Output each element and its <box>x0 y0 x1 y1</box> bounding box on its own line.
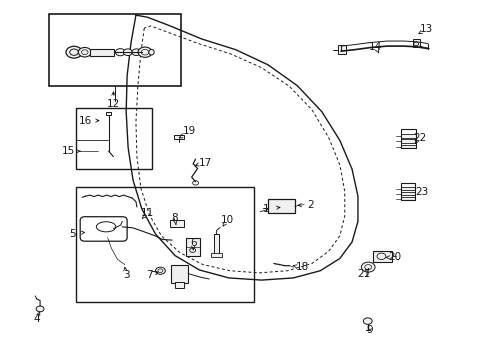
Circle shape <box>363 318 371 324</box>
Bar <box>400 183 414 200</box>
Text: 16: 16 <box>79 116 92 126</box>
Bar <box>400 197 414 200</box>
Bar <box>171 265 188 283</box>
Text: 21: 21 <box>357 269 370 279</box>
Bar <box>338 45 346 54</box>
Bar <box>185 238 199 256</box>
Text: 20: 20 <box>388 252 401 262</box>
Text: 11: 11 <box>141 208 154 218</box>
Bar <box>400 187 414 190</box>
Circle shape <box>376 253 385 260</box>
Bar <box>400 145 415 148</box>
Bar <box>105 112 111 115</box>
Text: 22: 22 <box>412 132 426 143</box>
Text: 18: 18 <box>295 262 308 272</box>
Bar <box>76 108 151 169</box>
Text: 14: 14 <box>368 42 382 52</box>
Text: 8: 8 <box>171 213 178 223</box>
Ellipse shape <box>148 49 154 55</box>
Bar <box>175 282 183 288</box>
Text: 13: 13 <box>419 24 432 34</box>
Bar <box>49 14 181 86</box>
Circle shape <box>36 306 44 312</box>
Bar <box>90 49 114 56</box>
Circle shape <box>132 49 141 55</box>
Circle shape <box>123 49 132 55</box>
Circle shape <box>70 49 78 55</box>
Text: 7: 7 <box>145 270 152 280</box>
Circle shape <box>189 248 195 252</box>
Text: 15: 15 <box>61 146 75 156</box>
Text: 17: 17 <box>198 158 212 168</box>
Bar <box>170 220 183 227</box>
Text: 3: 3 <box>122 270 129 280</box>
Circle shape <box>361 262 374 272</box>
Bar <box>76 187 254 302</box>
Text: 23: 23 <box>414 186 427 197</box>
Bar <box>211 253 222 257</box>
Bar <box>267 199 294 213</box>
Circle shape <box>78 48 91 57</box>
Text: 6: 6 <box>189 238 196 248</box>
Text: 4: 4 <box>33 314 40 324</box>
Text: 10: 10 <box>221 215 233 225</box>
Circle shape <box>155 267 165 274</box>
Text: 12: 12 <box>106 99 120 109</box>
Text: 19: 19 <box>183 126 196 136</box>
Bar <box>400 134 415 138</box>
Text: 9: 9 <box>365 325 372 336</box>
Bar <box>400 192 414 195</box>
Text: 5: 5 <box>69 229 76 239</box>
Bar <box>173 135 184 139</box>
Bar <box>412 39 419 47</box>
Circle shape <box>66 46 82 58</box>
Circle shape <box>115 49 125 56</box>
Bar <box>400 129 415 148</box>
Circle shape <box>138 47 152 57</box>
Text: 2: 2 <box>306 200 313 210</box>
Bar <box>400 139 415 143</box>
Bar <box>372 251 391 262</box>
Text: 1: 1 <box>263 204 269 214</box>
Bar <box>214 234 219 254</box>
